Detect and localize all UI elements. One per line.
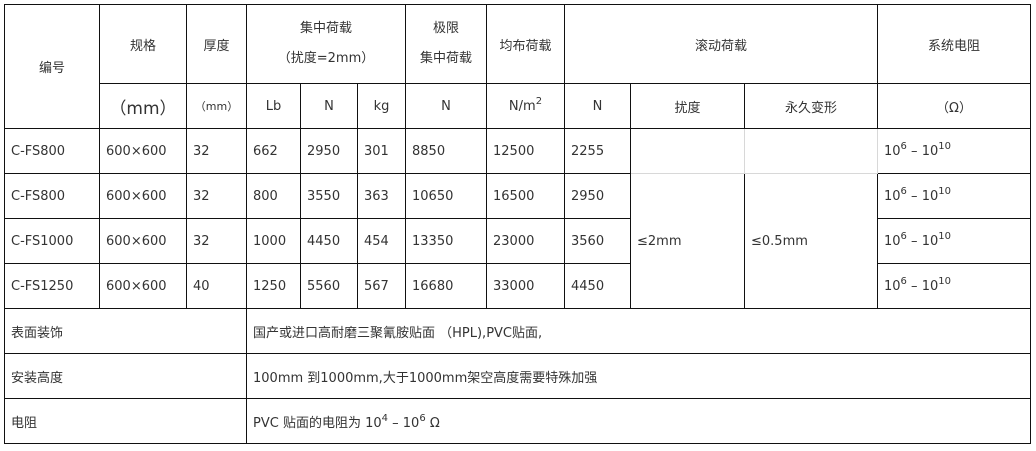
cell-kg: 363 bbox=[357, 173, 406, 219]
cell-empty bbox=[630, 128, 745, 174]
cell-ult: 16680 bbox=[405, 263, 487, 309]
footer-label: 表面装饰 bbox=[4, 308, 247, 354]
footer-value: PVC 贴面的电阻为 104 – 106 Ω bbox=[246, 398, 1031, 444]
ult-load-line2: 集中荷载 bbox=[419, 51, 472, 66]
cell-n: 3550 bbox=[300, 173, 358, 219]
table-row: C-FS800 600×600 32 662 2950 301 8850 125… bbox=[4, 128, 1031, 174]
header-uniform-load: 均布荷载 bbox=[486, 4, 565, 84]
cell-n: 2950 bbox=[300, 128, 358, 174]
cell-code: C-FS800 bbox=[4, 128, 100, 174]
cell-uniform: 23000 bbox=[486, 218, 565, 264]
cell-thickness: 32 bbox=[186, 218, 247, 264]
conc-unit-kg: kg bbox=[357, 83, 406, 129]
cell-uniform: 16500 bbox=[486, 173, 565, 219]
header-rolling-load: 滚动荷载 bbox=[564, 4, 878, 84]
footer-value: 100mm 到1000mm,大于1000mm架空高度需要特殊加强 bbox=[246, 353, 1031, 399]
cell-n: 4450 bbox=[300, 218, 358, 264]
conc-load-note: （扰度=2mm） bbox=[277, 51, 375, 66]
cell-rolling: 4450 bbox=[564, 263, 631, 309]
spec-unit: （mm） bbox=[99, 83, 187, 129]
table-row: C-FS1250 600×600 40 1250 5560 567 16680 … bbox=[4, 263, 1031, 309]
header-row-2: （mm） （mm） Lb N kg N N/m2 N 扰度 永久变形 （Ω） bbox=[5, 83, 1031, 129]
cell-spec: 600×600 bbox=[99, 263, 187, 309]
footer-row-surface: 表面装饰 国产或进口高耐磨三聚氰胺贴面 （HPL),PVC贴面, bbox=[4, 308, 1031, 354]
uniform-unit-exp: 2 bbox=[535, 95, 543, 107]
footer-value: 国产或进口高耐磨三聚氰胺贴面 （HPL),PVC贴面, bbox=[246, 308, 1031, 354]
header-row-1: 编号 规格 厚度 集中荷载 （扰度=2mm） 极限 集中荷载 均布荷载 滚动荷载… bbox=[4, 4, 1031, 129]
cell-rolling-deflection: ≤2mm bbox=[630, 173, 745, 309]
ult-load-line1: 极限 bbox=[432, 21, 459, 36]
cell-spec: 600×600 bbox=[99, 128, 187, 174]
conc-unit-lb: Lb bbox=[246, 83, 301, 129]
cell-kg: 454 bbox=[357, 218, 406, 264]
header-spec: 规格 bbox=[99, 4, 187, 84]
cell-rolling: 3560 bbox=[564, 218, 631, 264]
cell-ult: 10650 bbox=[405, 173, 487, 219]
cell-resistance: 106 – 1010 bbox=[877, 128, 1031, 174]
cell-kg: 567 bbox=[357, 263, 406, 309]
cell-resistance: 106 – 1010 bbox=[877, 173, 1031, 219]
uniform-unit: N/m2 bbox=[486, 83, 565, 129]
cell-lb: 1250 bbox=[246, 263, 301, 309]
cell-rolling-permanent: ≤0.5mm bbox=[744, 173, 878, 309]
cell-thickness: 32 bbox=[186, 128, 247, 174]
cell-lb: 800 bbox=[246, 173, 301, 219]
ult-unit: N bbox=[405, 83, 487, 129]
cell-uniform: 33000 bbox=[486, 263, 565, 309]
cell-uniform: 12500 bbox=[486, 128, 565, 174]
footer-label: 安装高度 bbox=[4, 353, 247, 399]
cell-n: 5560 bbox=[300, 263, 358, 309]
header-conc-load: 集中荷载 （扰度=2mm） bbox=[246, 4, 406, 84]
cell-code: C-FS800 bbox=[4, 173, 100, 219]
cell-code: C-FS1000 bbox=[4, 218, 100, 264]
rolling-unit-permanent: 永久变形 bbox=[744, 83, 878, 129]
conc-unit-n: N bbox=[300, 83, 358, 129]
cell-ult: 13350 bbox=[405, 218, 487, 264]
header-ult-load: 极限 集中荷载 bbox=[405, 4, 487, 84]
footer-row-height: 安装高度 100mm 到1000mm,大于1000mm架空高度需要特殊加强 bbox=[4, 353, 1031, 399]
cell-rolling: 2950 bbox=[564, 173, 631, 219]
cell-rolling: 2255 bbox=[564, 128, 631, 174]
spec-table: 编号 规格 厚度 集中荷载 （扰度=2mm） 极限 集中荷载 均布荷载 滚动荷载… bbox=[4, 4, 1031, 444]
cell-thickness: 40 bbox=[186, 263, 247, 309]
header-resistance: 系统电阻 bbox=[877, 4, 1031, 84]
cell-spec: 600×600 bbox=[99, 173, 187, 219]
resistance-unit: （Ω） bbox=[877, 83, 1031, 129]
conc-load-title: 集中荷载 bbox=[299, 21, 352, 36]
footer-row-resistance: 电阻 PVC 贴面的电阻为 104 – 106 Ω bbox=[4, 398, 1031, 444]
cell-empty bbox=[744, 128, 878, 174]
cell-lb: 662 bbox=[246, 128, 301, 174]
cell-kg: 301 bbox=[357, 128, 406, 174]
thickness-unit: （mm） bbox=[186, 83, 247, 129]
rolling-unit-deflection: 扰度 bbox=[630, 83, 745, 129]
footer-label: 电阻 bbox=[4, 398, 247, 444]
cell-resistance: 106 – 1010 bbox=[877, 218, 1031, 264]
header-code: 编号 bbox=[4, 4, 100, 129]
cell-lb: 1000 bbox=[246, 218, 301, 264]
cell-code: C-FS1250 bbox=[4, 263, 100, 309]
table-row: C-FS1000 600×600 32 1000 4450 454 13350 … bbox=[4, 218, 1031, 264]
cell-resistance: 106 – 1010 bbox=[877, 263, 1031, 309]
cell-thickness: 32 bbox=[186, 173, 247, 219]
table-row: C-FS800 600×600 32 800 3550 363 10650 16… bbox=[4, 173, 1031, 309]
cell-ult: 8850 bbox=[405, 128, 487, 174]
cell-spec: 600×600 bbox=[99, 218, 187, 264]
header-thickness: 厚度 bbox=[186, 4, 247, 84]
rolling-unit-n: N bbox=[564, 83, 631, 129]
uniform-unit-base: N/m bbox=[508, 98, 536, 114]
